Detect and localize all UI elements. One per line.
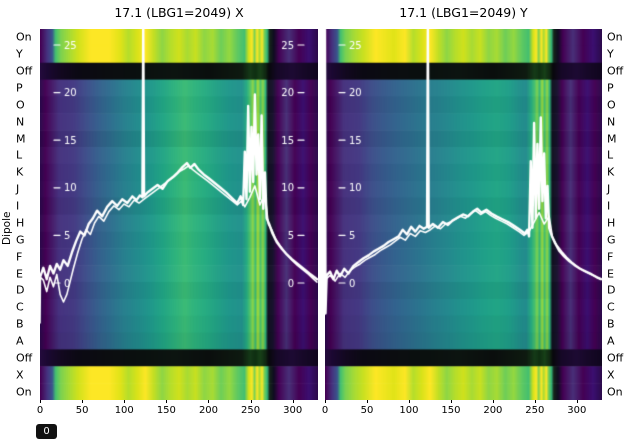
x-tick (82, 400, 84, 403)
x-tick (325, 400, 326, 403)
x-tick (208, 400, 210, 403)
x-tick (366, 400, 368, 403)
x-tick-label: 150 (441, 405, 461, 416)
row-label: G (16, 233, 25, 247)
row-label: H (16, 216, 25, 230)
index-slider-badge[interactable]: 0 (36, 424, 57, 439)
y-axis-label: Dipole (1, 211, 13, 245)
row-label: F (16, 250, 23, 264)
x-tick (492, 400, 494, 403)
row-label: L (607, 148, 614, 162)
panel-x-title: 17.1 (LBG1=2049) X (114, 5, 244, 20)
x-tick (576, 400, 578, 403)
row-label: B (16, 317, 24, 331)
row-label: F (607, 250, 614, 264)
row-label: M (607, 132, 617, 146)
x-tick-label: 100 (399, 405, 419, 416)
x-tick-label: 50 (360, 405, 374, 416)
row-label: I (16, 199, 20, 213)
x-tick (450, 400, 452, 403)
row-label: Y (16, 47, 23, 61)
row-label: Y (607, 47, 614, 61)
row-label: C (16, 300, 24, 314)
row-label: N (16, 115, 25, 129)
row-label: Off (16, 351, 33, 365)
x-tick (250, 400, 252, 403)
x-tick-label: 100 (114, 405, 134, 416)
row-label: A (16, 334, 24, 348)
row-label: Off (16, 64, 33, 78)
row-label: Off (607, 64, 624, 78)
panel-y-title: 17.1 (LBG1=2049) Y (399, 5, 528, 20)
row-label: Off (607, 351, 624, 365)
x-tick-label: 50 (75, 405, 89, 416)
row-label: G (607, 233, 616, 247)
x-tick-label: 0 (36, 405, 44, 416)
row-label: On (16, 30, 32, 44)
heatmap-panel-x (40, 29, 318, 400)
x-tick (166, 400, 168, 403)
row-label: I (607, 199, 611, 213)
row-label: E (607, 267, 614, 281)
row-label: N (607, 115, 616, 129)
row-label: J (16, 182, 20, 196)
row-label: On (607, 385, 623, 399)
x-tick-label: 0 (321, 405, 329, 416)
x-tick (124, 400, 126, 403)
x-tick-label: 200 (198, 405, 219, 416)
row-label: O (607, 98, 616, 112)
x-tick (534, 400, 536, 403)
row-label: O (16, 98, 25, 112)
row-label: C (607, 300, 615, 314)
row-label: J (607, 182, 611, 196)
row-label: P (607, 81, 614, 95)
row-label: A (607, 334, 615, 348)
row-label: B (607, 317, 615, 331)
x-tick-label: 300 (567, 405, 587, 416)
row-label: D (16, 283, 25, 297)
x-tick (292, 400, 294, 403)
row-label: D (607, 283, 616, 297)
x-tick-label: 200 (483, 405, 503, 416)
x-tick (40, 400, 41, 403)
row-label: X (607, 368, 615, 382)
row-label: X (16, 368, 24, 382)
x-tick (408, 400, 410, 403)
x-tick-label: 250 (241, 405, 261, 416)
row-label: K (607, 165, 615, 179)
row-label: P (16, 81, 23, 95)
x-tick-label: 250 (525, 405, 545, 416)
row-label: On (607, 30, 623, 44)
row-label: E (16, 267, 23, 281)
heatmap-panel-y (325, 29, 602, 400)
row-label: L (16, 148, 23, 162)
row-label: M (16, 132, 26, 146)
x-tick-label: 150 (156, 405, 176, 416)
row-label: On (16, 385, 32, 399)
row-label: H (607, 216, 616, 230)
x-tick-label: 300 (283, 405, 303, 416)
row-label: K (16, 165, 24, 179)
